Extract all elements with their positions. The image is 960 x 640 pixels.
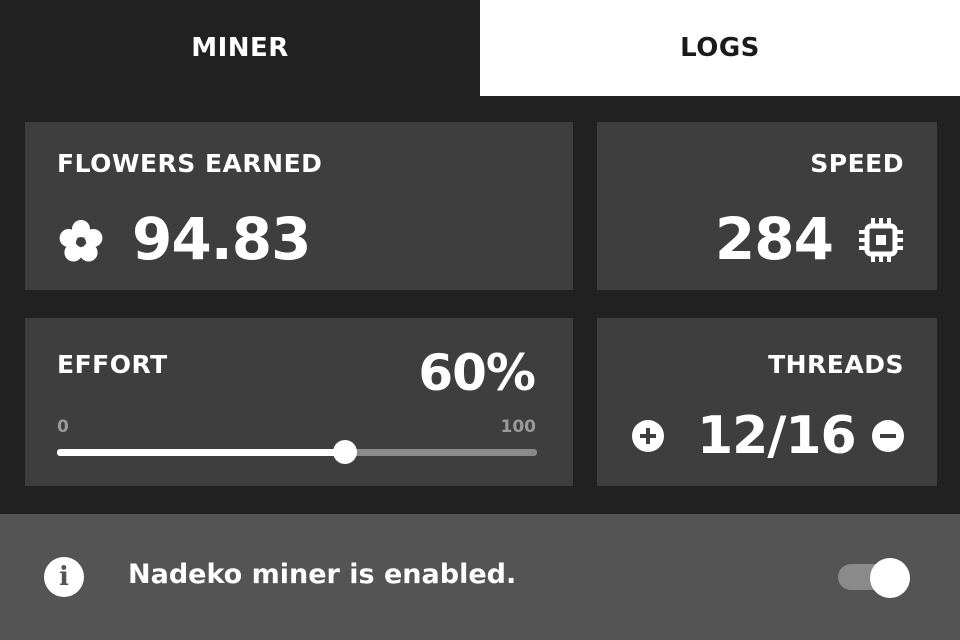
threads-value: 12/16 [697, 406, 857, 466]
flowers-earned-label: FLOWERS EARNED [57, 149, 323, 178]
tab-miner[interactable]: MINER [0, 0, 480, 96]
threads-card: THREADS 12/16 [597, 318, 937, 486]
effort-min-label: 0 [57, 417, 69, 437]
effort-slider-fill [57, 449, 345, 456]
status-text: Nadeko miner is enabled. [128, 559, 517, 590]
effort-label: EFFORT [57, 350, 168, 379]
speed-value: 284 [714, 205, 834, 273]
info-icon: i [44, 557, 84, 597]
threads-label: THREADS [768, 350, 904, 379]
flowers-earned-value: 94.83 [132, 205, 311, 273]
cpu-chip-icon [859, 218, 903, 262]
flowers-earned-card: FLOWERS EARNED 94.83 [25, 122, 573, 290]
toggle-knob [870, 558, 910, 598]
flower-icon [59, 220, 103, 262]
miner-enabled-toggle[interactable] [838, 558, 912, 598]
tab-bar: MINER LOGS [0, 0, 960, 96]
effort-card: EFFORT 60% 0 100 [25, 318, 573, 486]
effort-slider[interactable] [57, 440, 537, 464]
effort-value: 60% [418, 344, 536, 402]
increase-threads-button[interactable] [632, 420, 664, 452]
speed-card: SPEED 284 [597, 122, 937, 290]
decrease-threads-button[interactable] [872, 420, 904, 452]
speed-label: SPEED [810, 149, 904, 178]
effort-slider-thumb[interactable] [333, 440, 357, 464]
status-bar [0, 514, 960, 640]
effort-max-label: 100 [500, 417, 537, 437]
tab-logs[interactable]: LOGS [480, 0, 960, 96]
